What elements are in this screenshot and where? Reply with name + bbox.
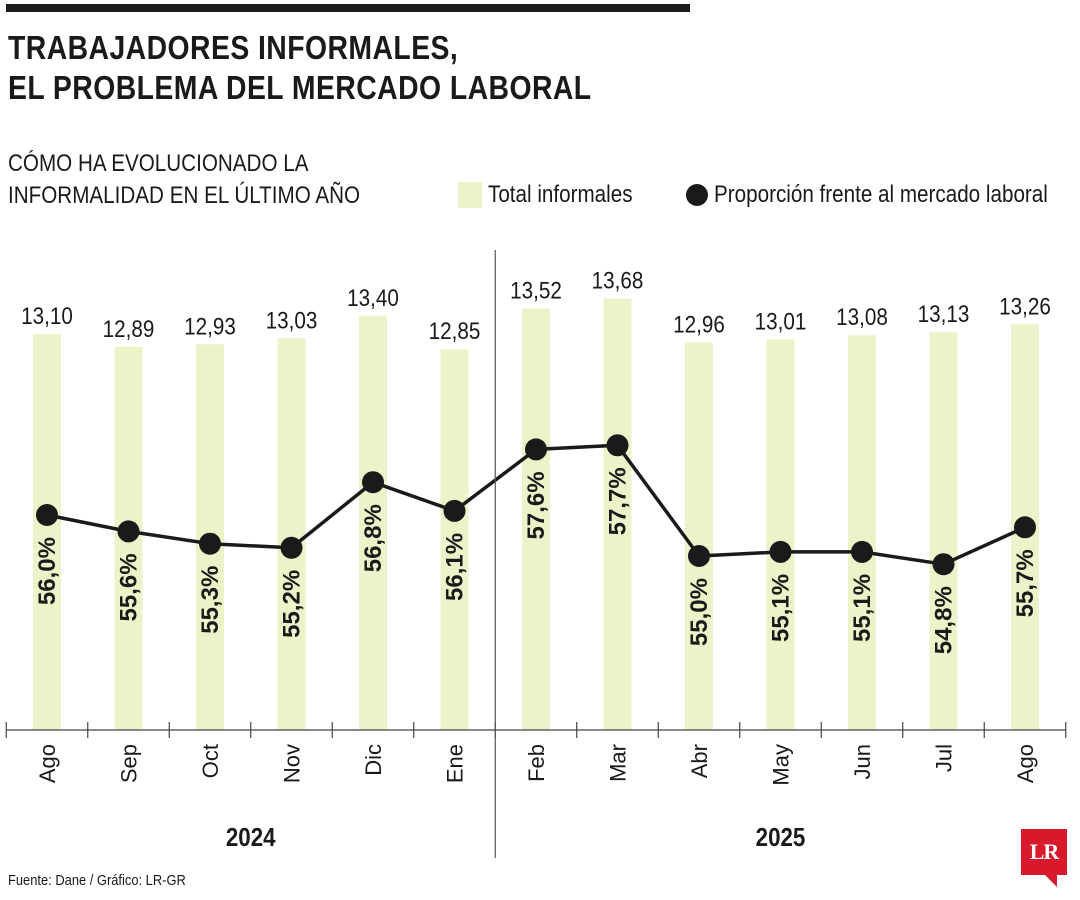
- x-tick-label-9: May: [769, 744, 794, 786]
- bar-value-label-11: 13,13: [918, 301, 970, 328]
- line-point-6: [525, 438, 547, 461]
- bar-value-labels: 13,10 12,89 12,93 13,03 13,40 12,85 13,52 13,68…: [21, 267, 1051, 344]
- x-tick-label-5: Ene: [443, 744, 468, 783]
- legend-line-label: Proporción frente al mercado laboral: [714, 181, 1048, 208]
- chart-subtitle-line-2: INFORMALIDAD EN EL ÚLTIMO AÑO: [8, 182, 361, 209]
- line-value-label-9: 55,1%: [768, 574, 795, 642]
- year-labels: 2024 2025: [226, 250, 805, 858]
- x-tick-label-4: Dic: [361, 744, 386, 776]
- line-point-10: [851, 540, 873, 563]
- line-value-label-12: 55,7%: [1012, 549, 1039, 617]
- line-point-12: [1014, 516, 1036, 539]
- x-axis: Ago Sep Oct Nov Dic Ene Feb Mar Abr May Jun Jul Ago: [5, 722, 1067, 786]
- line-point-7: [606, 434, 629, 457]
- line-value-label-3: 55,2%: [279, 570, 306, 638]
- x-tick-label-11: Jul: [932, 744, 957, 772]
- line-value-label-1: 55,6%: [116, 553, 143, 621]
- bar-value-label-9: 13,01: [755, 308, 807, 335]
- bar-10: [848, 335, 876, 730]
- line-value-label-6: 57,6%: [523, 471, 550, 539]
- bar-value-label-6: 13,52: [510, 277, 562, 304]
- chart-title-line-1: TRABAJADORES INFORMALES,: [8, 29, 459, 66]
- lr-logo-tail: [1043, 873, 1057, 887]
- chart-title: TRABAJADORES INFORMALES, EL PROBLEMA DEL…: [8, 28, 592, 108]
- x-tick-label-3: Nov: [280, 744, 305, 783]
- chart-subtitle: CÓMO HA EVOLUCIONADO LA INFORMALIDAD EN …: [8, 148, 360, 212]
- line-point-5: [443, 499, 466, 522]
- x-tick-label-7: Mar: [606, 744, 631, 782]
- bar-3: [277, 338, 306, 730]
- line-value-label-11: 54,8%: [931, 586, 958, 654]
- line-series: 56,0% 55,6% 55,3% 55,2% 56,8% 56,1% 57,6% 57,7%…: [34, 434, 1039, 654]
- legend-dot-icon: [686, 184, 708, 206]
- bar-8: [685, 342, 713, 730]
- bar-9: [766, 339, 795, 730]
- x-tick-label-2: Oct: [198, 744, 223, 778]
- line-value-label-5: 56,1%: [442, 533, 469, 601]
- lr-logo: LR: [1021, 829, 1067, 875]
- x-tick-label-12: Ago: [1013, 744, 1038, 783]
- x-tick-label-10: Jun: [850, 744, 875, 779]
- bar-value-label-7: 13,68: [592, 267, 644, 294]
- line-point-2: [199, 532, 221, 555]
- bar-11: [929, 332, 958, 730]
- line-point-9: [769, 540, 792, 563]
- bar-value-label-0: 13,10: [21, 303, 73, 330]
- bar-value-label-5: 12,85: [429, 318, 481, 345]
- bar-5: [440, 349, 469, 730]
- line-point-11: [932, 553, 955, 576]
- bar-7: [603, 298, 632, 730]
- line-point-8: [688, 545, 710, 567]
- bar-value-label-2: 12,93: [184, 313, 236, 340]
- line-value-label-8: 55,0%: [686, 578, 713, 646]
- legend-bar-swatch: [458, 182, 482, 208]
- bar-4: [359, 315, 387, 730]
- bar-value-label-12: 13,26: [999, 293, 1051, 320]
- bar-value-label-1: 12,89: [103, 315, 155, 342]
- x-tick-label-1: Sep: [117, 744, 142, 783]
- bar-value-label-4: 13,40: [347, 284, 399, 311]
- line-point-1: [117, 520, 140, 543]
- line-point-3: [280, 536, 303, 559]
- chart-title-line-2: EL PROBLEMA DEL MERCADO LABORAL: [8, 69, 592, 106]
- bar-0: [33, 334, 61, 730]
- line-value-label-10: 55,1%: [849, 574, 876, 642]
- line-point-0: [36, 504, 58, 526]
- line-value-label-7: 57,7%: [605, 467, 632, 535]
- source-note: Fuente: Dane / Gráfico: LR-GR: [8, 872, 186, 889]
- line-value-label-0: 56,0%: [34, 537, 61, 605]
- legend-bar-label: Total informales: [488, 181, 633, 208]
- year-label-2025: 2025: [756, 823, 806, 852]
- line-value-label-4: 56,8%: [360, 504, 387, 572]
- bar-6: [522, 308, 550, 730]
- x-tick-label-6: Feb: [524, 744, 549, 782]
- x-tick-label-0: Ago: [35, 744, 60, 783]
- year-label-2024: 2024: [226, 823, 276, 852]
- line-value-label-2: 55,3%: [197, 566, 224, 634]
- bar-value-label-8: 12,96: [673, 311, 725, 338]
- line-point-4: [362, 471, 384, 494]
- x-tick-label-8: Abr: [687, 744, 712, 778]
- top-rule: [6, 4, 690, 12]
- legend-item-bars: Total informales: [458, 180, 656, 210]
- chart-subtitle-line-1: CÓMO HA EVOLUCIONADO LA: [8, 150, 309, 177]
- legend-item-line: Proporción frente al mercado laboral: [686, 180, 1080, 210]
- bar-value-label-3: 13,03: [266, 307, 318, 334]
- bar-value-label-10: 13,08: [836, 304, 888, 331]
